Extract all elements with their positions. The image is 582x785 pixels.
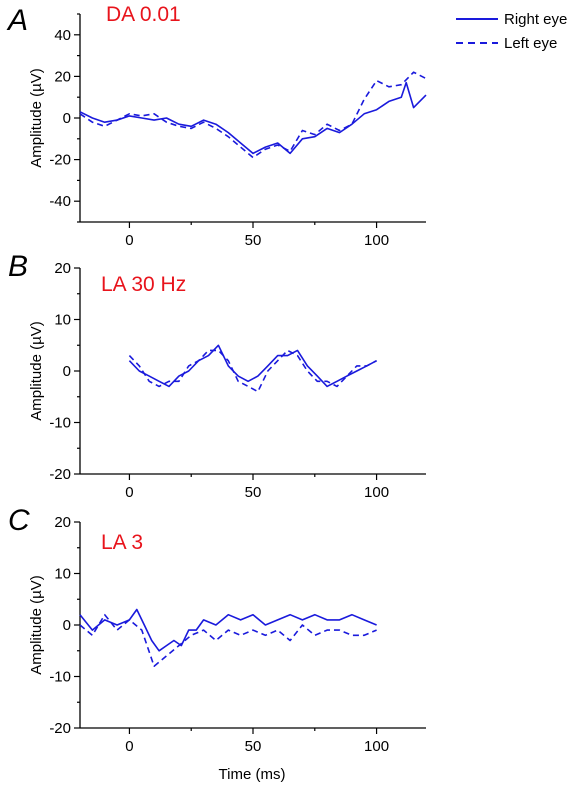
x-tick-label: 0 bbox=[125, 484, 133, 501]
y-tick-label: 10 bbox=[54, 312, 71, 329]
legend-left-eye-label: Left eye bbox=[504, 35, 557, 52]
y-tick-label: 10 bbox=[54, 566, 71, 583]
legend-right-eye-label: Right eye bbox=[504, 11, 567, 28]
x-tick-label: 50 bbox=[245, 232, 262, 249]
y-tick-label: 20 bbox=[54, 514, 71, 531]
panel-letter: C bbox=[8, 504, 30, 537]
series-right-eye bbox=[79, 608, 377, 652]
x-tick-label: 0 bbox=[125, 232, 133, 249]
y-axis-label: Amplitude (µV) bbox=[28, 68, 45, 168]
x-tick-label: 100 bbox=[364, 232, 389, 249]
y-tick-label: 0 bbox=[63, 110, 71, 127]
series-right-eye bbox=[128, 344, 377, 388]
y-tick-label: -20 bbox=[49, 466, 71, 483]
y-tick-label: 20 bbox=[54, 68, 71, 85]
series-left-eye bbox=[79, 71, 427, 159]
y-tick-label: 0 bbox=[63, 363, 71, 380]
y-tick-label: 0 bbox=[63, 617, 71, 634]
series-left-eye bbox=[79, 613, 377, 668]
series-left-eye bbox=[128, 349, 377, 393]
panel-c: C LA 3 -20 -10 0 10 20 0 50 100 Amplitude (µV) bbox=[8, 504, 426, 755]
condition-title: LA 30 Hz bbox=[101, 273, 186, 296]
panel-letter: B bbox=[8, 250, 28, 283]
x-tick-label: 0 bbox=[125, 738, 133, 755]
y-axis-label: Amplitude (µV) bbox=[28, 321, 45, 421]
x-tick-label: 50 bbox=[245, 738, 262, 755]
legend: Right eye Left eye bbox=[456, 11, 567, 52]
condition-title: LA 3 bbox=[101, 531, 143, 554]
y-tick-label: -10 bbox=[49, 669, 71, 686]
panel-letter: A bbox=[6, 4, 28, 37]
y-tick-label: -10 bbox=[49, 415, 71, 432]
y-tick-label: 20 bbox=[54, 260, 71, 277]
y-tick-label: 40 bbox=[54, 27, 71, 44]
y-tick-label: -20 bbox=[49, 152, 71, 169]
panel-a: A DA 0.01 -40 -20 0 20 40 0 50 100 Amplitude (µV) bbox=[6, 3, 427, 249]
x-tick-label: 100 bbox=[364, 738, 389, 755]
series-right-eye bbox=[79, 81, 427, 155]
condition-title: DA 0.01 bbox=[106, 3, 181, 26]
x-axis-label: Time (ms) bbox=[219, 766, 286, 783]
x-tick-label: 100 bbox=[364, 484, 389, 501]
y-tick-label: -20 bbox=[49, 720, 71, 737]
x-tick-label: 50 bbox=[245, 484, 262, 501]
panel-b: B LA 30 Hz -20 -10 0 10 20 0 50 100 Amplitude (µV) bbox=[8, 250, 426, 501]
y-axis-label: Amplitude (µV) bbox=[28, 575, 45, 675]
y-tick-label: -40 bbox=[49, 193, 71, 210]
